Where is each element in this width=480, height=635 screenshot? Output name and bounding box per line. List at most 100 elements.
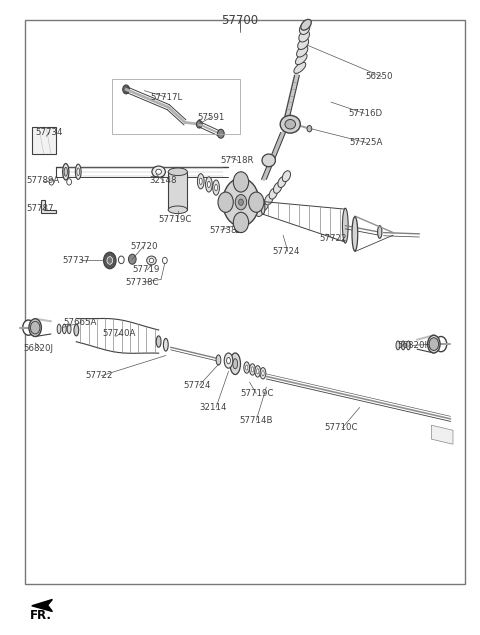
Ellipse shape	[57, 324, 61, 333]
Polygon shape	[32, 128, 56, 154]
Circle shape	[233, 172, 249, 192]
Ellipse shape	[149, 258, 154, 263]
Ellipse shape	[282, 171, 290, 182]
Text: 57710C: 57710C	[324, 424, 358, 432]
Ellipse shape	[227, 358, 230, 364]
Circle shape	[233, 212, 249, 232]
Circle shape	[107, 257, 113, 264]
Text: 57716D: 57716D	[348, 109, 382, 118]
Ellipse shape	[235, 220, 243, 227]
Ellipse shape	[168, 168, 187, 175]
Bar	[168, 172, 187, 210]
Ellipse shape	[265, 194, 273, 205]
Text: 57740A: 57740A	[103, 329, 136, 338]
Ellipse shape	[156, 170, 161, 174]
Text: 57720: 57720	[130, 242, 157, 251]
Text: 57717L: 57717L	[151, 93, 183, 102]
Ellipse shape	[255, 366, 261, 377]
Ellipse shape	[215, 184, 217, 190]
Ellipse shape	[260, 200, 269, 211]
Text: 57789A: 57789A	[26, 176, 60, 185]
Ellipse shape	[294, 62, 306, 74]
Ellipse shape	[378, 225, 382, 238]
Polygon shape	[32, 599, 52, 612]
Ellipse shape	[297, 46, 308, 57]
Ellipse shape	[260, 368, 266, 379]
Ellipse shape	[269, 188, 277, 199]
Text: 32114: 32114	[200, 403, 228, 412]
Text: 57738: 57738	[209, 225, 237, 234]
Ellipse shape	[64, 168, 68, 176]
Ellipse shape	[298, 38, 309, 50]
Ellipse shape	[352, 217, 358, 251]
Ellipse shape	[278, 177, 286, 187]
Ellipse shape	[296, 53, 307, 65]
Ellipse shape	[342, 208, 348, 243]
Ellipse shape	[401, 341, 405, 350]
Ellipse shape	[280, 116, 300, 133]
Ellipse shape	[163, 338, 168, 351]
Ellipse shape	[67, 324, 71, 333]
Ellipse shape	[197, 173, 204, 189]
Polygon shape	[41, 200, 56, 213]
Circle shape	[435, 337, 447, 352]
Circle shape	[123, 85, 130, 94]
Ellipse shape	[62, 324, 66, 333]
Ellipse shape	[216, 355, 221, 365]
Ellipse shape	[152, 166, 165, 177]
Ellipse shape	[156, 336, 161, 347]
Ellipse shape	[396, 341, 400, 350]
Circle shape	[23, 320, 34, 335]
Text: 57665A: 57665A	[63, 318, 96, 327]
Text: FR.: FR.	[29, 609, 51, 622]
Ellipse shape	[256, 369, 259, 374]
Ellipse shape	[407, 341, 410, 350]
Bar	[24, 20, 465, 584]
Ellipse shape	[63, 164, 69, 180]
Text: 57734: 57734	[35, 128, 63, 137]
Ellipse shape	[245, 365, 248, 370]
Ellipse shape	[74, 324, 79, 336]
Circle shape	[429, 338, 439, 351]
Circle shape	[129, 254, 136, 264]
Circle shape	[104, 252, 116, 269]
Circle shape	[235, 194, 247, 210]
Text: 57719C: 57719C	[240, 389, 274, 398]
Ellipse shape	[256, 206, 264, 217]
Text: 57591: 57591	[198, 113, 225, 122]
Text: 57714B: 57714B	[239, 416, 273, 425]
Circle shape	[162, 257, 167, 264]
Text: 57719C: 57719C	[158, 215, 192, 224]
Text: 32148: 32148	[149, 176, 177, 185]
Circle shape	[239, 199, 243, 205]
Ellipse shape	[29, 319, 41, 337]
Circle shape	[67, 178, 72, 185]
Ellipse shape	[168, 206, 187, 213]
Circle shape	[30, 321, 40, 334]
Ellipse shape	[205, 177, 212, 192]
Ellipse shape	[147, 256, 156, 265]
Ellipse shape	[75, 164, 81, 179]
Ellipse shape	[233, 359, 238, 369]
Text: 57722: 57722	[86, 371, 113, 380]
Text: 57725A: 57725A	[349, 138, 383, 147]
Circle shape	[249, 192, 264, 212]
Ellipse shape	[301, 19, 312, 30]
Ellipse shape	[251, 367, 253, 372]
Circle shape	[119, 256, 124, 264]
Ellipse shape	[262, 154, 276, 167]
Text: 57724: 57724	[273, 247, 300, 256]
Circle shape	[223, 178, 259, 226]
Ellipse shape	[274, 182, 282, 193]
Ellipse shape	[213, 180, 219, 195]
Text: 56820J: 56820J	[24, 344, 54, 353]
Text: 57700: 57700	[221, 15, 259, 27]
Circle shape	[217, 130, 224, 138]
Text: 57719: 57719	[133, 265, 160, 274]
Text: 57737: 57737	[62, 256, 89, 265]
Ellipse shape	[262, 371, 264, 376]
Circle shape	[196, 121, 202, 128]
Ellipse shape	[300, 23, 310, 34]
Ellipse shape	[230, 353, 240, 375]
Ellipse shape	[207, 181, 210, 187]
